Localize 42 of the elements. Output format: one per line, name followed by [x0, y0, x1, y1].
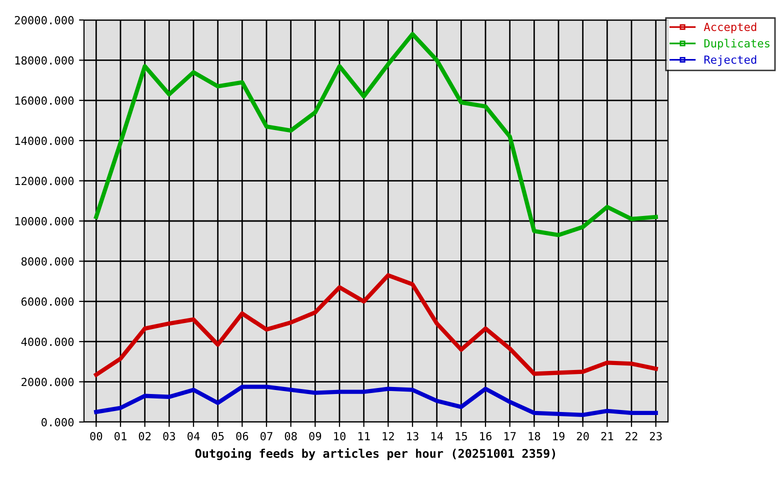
line-series: [94, 32, 658, 238]
y-tick-label: 8000.000: [21, 257, 74, 266]
x-tick-label: 07: [260, 432, 272, 440]
x-tick-label: 16: [480, 432, 492, 440]
y-tick-label: 10000.000: [15, 217, 74, 226]
y-tick-label: 0.000: [42, 418, 74, 426]
y-tick-label: 18000.000: [15, 56, 74, 65]
x-tick-label: 20: [576, 432, 589, 440]
legend-label: Duplicates: [704, 38, 770, 50]
line-series: [94, 384, 658, 418]
x-tick-label: 10: [334, 432, 346, 440]
legend-label: Rejected: [704, 55, 756, 66]
y-tick-label: 2000.000: [22, 378, 74, 386]
x-tick-label: 17: [504, 432, 516, 440]
x-tick-label: 09: [309, 432, 322, 440]
x-tick-label: 04: [188, 432, 200, 440]
y-tick-label: 6000.000: [21, 297, 74, 306]
x-tick-label: 21: [601, 432, 614, 440]
y-tick-label: 20000.000: [14, 16, 74, 24]
x-tick-label: 22: [626, 432, 638, 440]
x-tick-label: 19: [553, 432, 564, 440]
y-tick-label: 14000.000: [15, 136, 74, 146]
y-tick-label: 16000.000: [15, 96, 74, 105]
x-tick-label: 03: [163, 432, 176, 440]
x-tick-label: 08: [284, 432, 297, 440]
legend-label: Accepted: [704, 22, 756, 34]
x-tick-label: 11: [358, 432, 370, 440]
x-tick-label: 23: [650, 432, 662, 440]
y-tick-label: 4000.000: [21, 338, 74, 346]
x-tick-label: 01: [114, 432, 126, 440]
x-axis-title: Outgoing feeds by articles per hour (20251001 2359): [195, 448, 556, 460]
x-tick-label: 13: [407, 432, 418, 440]
x-tick-label: 18: [528, 432, 540, 440]
x-tick-label: 00: [90, 432, 102, 440]
x-tick-label: 05: [212, 432, 224, 440]
x-tick-label: 12: [382, 432, 394, 440]
x-tick-label: 15: [456, 432, 467, 440]
x-tick-label: 02: [138, 432, 151, 440]
line-series: [94, 273, 658, 377]
x-tick-label: 06: [236, 432, 248, 440]
x-tick-label: 14: [431, 432, 443, 440]
y-tick-label: 12000.000: [15, 176, 74, 186]
